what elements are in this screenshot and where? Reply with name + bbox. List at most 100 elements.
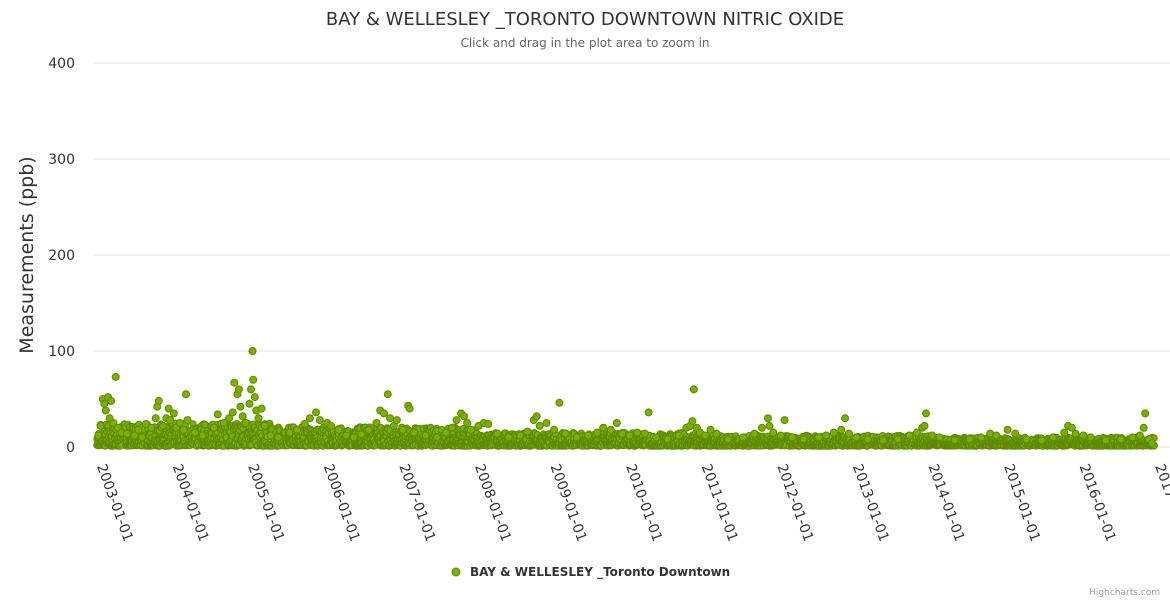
data-point[interactable] (305, 414, 314, 423)
data-point[interactable] (788, 433, 797, 442)
data-point[interactable] (101, 406, 110, 415)
data-point[interactable] (234, 385, 243, 394)
data-point[interactable] (342, 431, 351, 440)
data-point[interactable] (516, 431, 525, 440)
data-point[interactable] (266, 431, 275, 440)
data-point[interactable] (274, 433, 283, 442)
data-point[interactable] (928, 431, 936, 440)
data-point[interactable] (640, 429, 649, 438)
data-point[interactable] (392, 416, 401, 425)
data-point[interactable] (107, 396, 116, 405)
data-point[interactable] (633, 428, 642, 437)
data-point[interactable] (814, 433, 823, 442)
data-point[interactable] (164, 404, 173, 413)
data-point[interactable] (750, 429, 759, 438)
data-point[interactable] (723, 435, 732, 444)
data-point[interactable] (799, 435, 808, 444)
data-point[interactable] (920, 421, 929, 430)
data-point[interactable] (138, 433, 147, 442)
data-point[interactable] (1148, 439, 1156, 448)
data-point[interactable] (905, 431, 914, 440)
data-point[interactable] (183, 416, 192, 425)
data-point[interactable] (372, 419, 381, 427)
data-point[interactable] (612, 419, 621, 427)
data-point[interactable] (829, 428, 838, 437)
data-point[interactable] (123, 429, 131, 438)
data-point[interactable] (448, 423, 456, 432)
data-point[interactable] (1117, 435, 1125, 444)
data-point[interactable] (841, 414, 850, 423)
data-point[interactable] (179, 425, 188, 434)
data-point[interactable] (599, 423, 608, 432)
data-point[interactable] (257, 404, 266, 413)
data-point[interactable] (689, 385, 698, 394)
data-point[interactable] (701, 431, 710, 440)
data-point[interactable] (1079, 431, 1088, 440)
data-point[interactable] (688, 417, 697, 426)
data-point[interactable] (1135, 431, 1144, 440)
data-point[interactable] (245, 399, 254, 408)
data-point[interactable] (405, 404, 414, 413)
data-point[interactable] (922, 409, 930, 418)
data-point[interactable] (109, 419, 118, 427)
data-point[interactable] (776, 431, 785, 440)
data-point[interactable] (236, 402, 245, 411)
data-point[interactable] (166, 416, 175, 425)
data-point[interactable] (1141, 409, 1150, 418)
data-point[interactable] (293, 425, 302, 434)
data-point[interactable] (863, 435, 872, 444)
data-point[interactable] (100, 399, 109, 408)
data-point[interactable] (572, 433, 581, 442)
data-point[interactable] (147, 423, 156, 432)
data-point[interactable] (159, 421, 168, 430)
data-point[interactable] (225, 414, 234, 423)
data-point[interactable] (1037, 436, 1046, 445)
data-point[interactable] (315, 416, 324, 425)
data-point[interactable] (523, 427, 532, 436)
data-point[interactable] (241, 419, 250, 427)
data-point[interactable] (1060, 428, 1069, 437)
data-point[interactable] (532, 412, 541, 421)
data-point[interactable] (230, 378, 239, 387)
data-point[interactable] (260, 421, 269, 430)
data-point[interactable] (169, 409, 178, 418)
data-point[interactable] (175, 419, 184, 427)
data-point[interactable] (606, 425, 615, 434)
data-point[interactable] (141, 420, 150, 428)
data-point[interactable] (198, 431, 207, 440)
data-point[interactable] (484, 420, 493, 428)
data-point[interactable] (364, 425, 373, 434)
data-point[interactable] (466, 425, 475, 434)
data-point[interactable] (380, 409, 388, 418)
data-point[interactable] (618, 429, 627, 438)
data-point[interactable] (357, 430, 366, 439)
data-point[interactable] (182, 390, 190, 399)
data-point[interactable] (1128, 433, 1137, 442)
legend[interactable]: BAY & WELLESLEY _Toronto Downtown (451, 565, 730, 580)
data-point[interactable] (878, 436, 887, 445)
data-point[interactable] (542, 419, 551, 427)
data-point[interactable] (134, 425, 143, 434)
data-point[interactable] (535, 421, 544, 430)
data-point[interactable] (421, 431, 430, 440)
data-point[interactable] (663, 435, 672, 444)
data-point[interactable] (452, 416, 461, 425)
data-point[interactable] (977, 433, 986, 442)
credits-link[interactable]: Highcharts.com (1089, 588, 1160, 598)
data-point[interactable] (442, 428, 450, 437)
data-point[interactable] (844, 429, 853, 438)
data-point[interactable] (912, 428, 921, 437)
data-point[interactable] (935, 433, 944, 442)
data-point[interactable] (386, 414, 395, 423)
data-point[interactable] (764, 414, 772, 423)
data-point[interactable] (1022, 435, 1031, 444)
data-point[interactable] (1139, 423, 1148, 432)
data-point[interactable] (493, 429, 502, 438)
data-point[interactable] (1086, 433, 1095, 442)
data-point[interactable] (410, 428, 419, 437)
data-point[interactable] (247, 385, 255, 394)
data-point[interactable] (584, 431, 593, 440)
data-point[interactable] (1011, 429, 1020, 438)
data-point[interactable] (706, 425, 715, 434)
data-point[interactable] (550, 425, 559, 434)
